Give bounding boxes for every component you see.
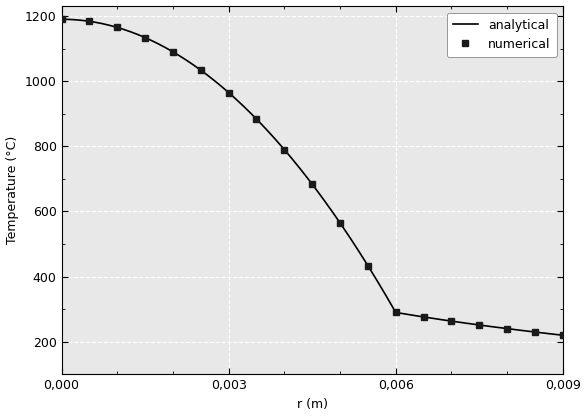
analytical bbox=[559, 333, 566, 338]
numerical bbox=[225, 90, 232, 95]
Legend: analytical, numerical: analytical, numerical bbox=[447, 13, 556, 57]
numerical bbox=[504, 326, 511, 331]
numerical bbox=[141, 35, 149, 40]
numerical bbox=[392, 310, 399, 315]
numerical bbox=[309, 182, 316, 187]
numerical bbox=[448, 319, 455, 324]
numerical bbox=[531, 329, 538, 334]
numerical bbox=[58, 17, 65, 22]
numerical bbox=[86, 19, 93, 24]
numerical bbox=[420, 314, 427, 319]
analytical bbox=[356, 251, 363, 256]
analytical bbox=[58, 17, 65, 22]
analytical bbox=[547, 332, 554, 337]
numerical bbox=[475, 322, 483, 327]
numerical bbox=[114, 25, 121, 30]
Line: analytical: analytical bbox=[62, 19, 563, 335]
analytical bbox=[329, 210, 336, 215]
analytical bbox=[299, 169, 306, 174]
numerical bbox=[281, 147, 288, 152]
analytical bbox=[469, 322, 476, 327]
Line: numerical: numerical bbox=[58, 16, 566, 339]
analytical bbox=[296, 166, 303, 171]
numerical bbox=[170, 49, 177, 54]
Y-axis label: Temperature (°C): Temperature (°C) bbox=[6, 136, 19, 244]
X-axis label: r (m): r (m) bbox=[296, 398, 328, 411]
numerical bbox=[336, 220, 343, 225]
numerical bbox=[559, 333, 566, 338]
numerical bbox=[197, 68, 204, 73]
numerical bbox=[365, 263, 372, 268]
numerical bbox=[253, 116, 260, 121]
